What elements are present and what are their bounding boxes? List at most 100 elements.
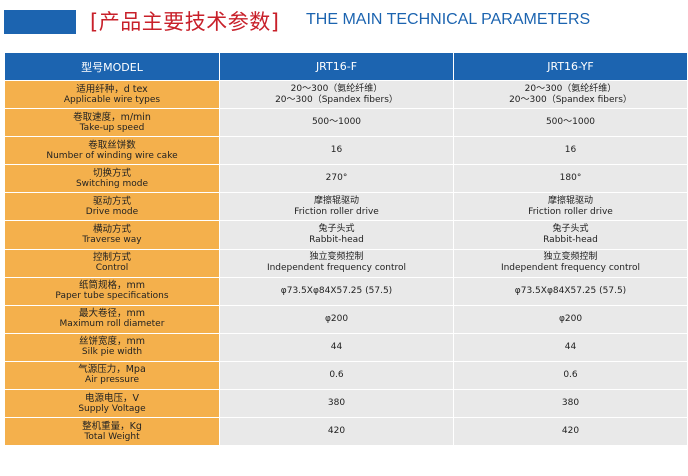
value-cell-jrt16-yf: 摩擦辊驱动 Friction roller drive bbox=[454, 193, 687, 221]
table-row: 适用纤种，d tex Applicable wire types 20～300（氨纶… bbox=[5, 81, 687, 109]
param-label-en: Paper tube specifications bbox=[55, 291, 169, 302]
param-label-cn: 横动方式 bbox=[92, 224, 131, 236]
value-cell-jrt16-yf: 500～1000 bbox=[454, 109, 687, 137]
value-line: 0.6 bbox=[329, 369, 344, 380]
value-cell-jrt16-yf: 44 bbox=[454, 333, 687, 361]
param-label-en: Drive mode bbox=[85, 206, 139, 217]
value-cell-jrt16-yf: 380 bbox=[454, 390, 687, 418]
param-label-en: Control bbox=[95, 263, 129, 274]
value-line: 16 bbox=[564, 145, 577, 156]
param-label-cn: 卷取丝饼数 bbox=[88, 139, 136, 151]
value-cell-jrt16-yf: φ200 bbox=[454, 305, 687, 333]
value-line: Rabbit-head bbox=[309, 235, 364, 246]
title-chinese: [产品主要技术参数] bbox=[90, 10, 280, 34]
param-label-en: Maximum roll diameter bbox=[59, 319, 165, 330]
param-label-en: Air pressure bbox=[84, 375, 140, 386]
value-cell-jrt16-yf: 0.6 bbox=[454, 361, 687, 390]
value-line: 20～300（Spandex fibers） bbox=[509, 94, 632, 105]
param-label-en: Number of winding wire cake bbox=[46, 150, 178, 161]
table-row: 电源电压，V Supply Voltage 380 380 bbox=[5, 390, 687, 418]
value-line: φ73.5Xφ84X57.25 (57.5) bbox=[514, 285, 627, 296]
value-cell-jrt16-f: 44 bbox=[220, 333, 453, 361]
param-label-cell: 适用纤种，d tex Applicable wire types bbox=[5, 81, 219, 109]
value-cell-jrt16-yf: 20～300（氨纶纤维） 20～300（Spandex fibers） bbox=[454, 81, 687, 109]
value-cell-jrt16-f: 摩擦辊驱动 Friction roller drive bbox=[220, 193, 453, 221]
value-line: Friction roller drive bbox=[528, 206, 613, 217]
value-cell-jrt16-f: 20～300（氨纶纤维） 20～300（Spandex fibers） bbox=[220, 81, 453, 109]
value-line: 420 bbox=[327, 426, 346, 437]
value-cell-jrt16-f: 0.6 bbox=[220, 361, 453, 390]
param-label-cell: 纸筒规格，mm Paper tube specifications bbox=[5, 277, 219, 305]
value-line: 270° bbox=[325, 173, 348, 184]
param-label-en: Supply Voltage bbox=[78, 403, 146, 414]
value-cell-jrt16-yf: 16 bbox=[454, 137, 687, 165]
value-line: 独立变频控制 bbox=[543, 252, 598, 263]
table-row: 卷取速度，m/min Take-up speed 500～1000 500～1000 bbox=[5, 109, 687, 137]
value-cell-jrt16-f: 16 bbox=[220, 137, 453, 165]
param-label-en: Applicable wire types bbox=[63, 94, 161, 105]
value-line: 0.6 bbox=[563, 369, 578, 380]
param-label-cn: 丝饼宽度，mm bbox=[78, 336, 145, 348]
table-row: 卷取丝饼数 Number of winding wire cake 16 16 bbox=[5, 137, 687, 165]
param-label-en: Take-up speed bbox=[79, 122, 145, 133]
table-row: 纸筒规格，mm Paper tube specifications φ73.5Xφ8… bbox=[5, 277, 687, 305]
param-label-cn: 适用纤种，d tex bbox=[76, 83, 148, 95]
table-row: 横动方式 Traverse way 兔子头式 Rabbit-head 兔子头式 Rabbi… bbox=[5, 221, 687, 249]
value-line: 独立变频控制 bbox=[309, 252, 364, 263]
param-label-cell: 卷取丝饼数 Number of winding wire cake bbox=[5, 137, 219, 165]
value-line: Rabbit-head bbox=[543, 235, 598, 246]
value-cell-jrt16-f: 500～1000 bbox=[220, 109, 453, 137]
param-label-cell: 电源电压，V Supply Voltage bbox=[5, 390, 219, 418]
value-line: 20～300（Spandex fibers） bbox=[275, 94, 398, 105]
param-label-cell: 驱动方式 Drive mode bbox=[5, 193, 219, 221]
table-row: 整机重量，Kg Total Weight 420 420 bbox=[5, 418, 687, 446]
table-header-row: 型号MODEL JRT16-F JRT16-YF bbox=[5, 53, 687, 80]
param-label-cn: 纸筒规格，mm bbox=[78, 280, 145, 292]
param-label-cell: 控制方式 Control bbox=[5, 249, 219, 277]
table-row: 驱动方式 Drive mode 摩擦辊驱动 Friction roller drive… bbox=[5, 193, 687, 221]
value-cell-jrt16-yf: 兔子头式 Rabbit-head bbox=[454, 221, 687, 249]
title-english: THE MAIN TECHNICAL PARAMETERS bbox=[306, 11, 591, 28]
param-label-cn: 切换方式 bbox=[92, 167, 131, 179]
value-line: 500～1000 bbox=[545, 117, 596, 128]
param-label-cell: 整机重量，Kg Total Weight bbox=[5, 418, 219, 446]
param-label-cell: 切换方式 Switching mode bbox=[5, 165, 219, 193]
param-label-cell: 卷取速度，m/min Take-up speed bbox=[5, 109, 219, 137]
value-cell-jrt16-f: 兔子头式 Rabbit-head bbox=[220, 221, 453, 249]
param-label-cn: 卷取速度，m/min bbox=[73, 111, 151, 123]
param-label-cn: 控制方式 bbox=[92, 252, 131, 264]
param-label-cn: 气源压力，Mpa bbox=[78, 364, 146, 376]
param-label-cell: 气源压力，Mpa Air pressure bbox=[5, 361, 219, 390]
param-label-en: Traverse way bbox=[82, 235, 142, 246]
value-cell-jrt16-f: φ73.5Xφ84X57.25 (57.5) bbox=[220, 277, 453, 305]
value-line: 16 bbox=[330, 145, 343, 156]
value-line: Independent frequency control bbox=[500, 263, 641, 274]
column-header-jrt16-f: JRT16-F bbox=[220, 53, 453, 80]
value-line: 兔子头式 bbox=[318, 224, 355, 235]
param-label-cn: 驱动方式 bbox=[92, 195, 131, 207]
table-row: 气源压力，Mpa Air pressure 0.6 0.6 bbox=[5, 361, 687, 390]
param-label-en: Silk pie width bbox=[81, 347, 143, 358]
param-label-cn: 整机重量，Kg bbox=[82, 420, 142, 432]
value-line: 20～300（氨纶纤维） bbox=[290, 83, 383, 94]
value-line: 380 bbox=[561, 398, 580, 409]
value-line: 兔子头式 bbox=[552, 224, 589, 235]
value-cell-jrt16-f: φ200 bbox=[220, 305, 453, 333]
table-row: 最大卷径，mm Maximum roll diameter φ200 φ200 bbox=[5, 305, 687, 333]
param-label-cell: 丝饼宽度，mm Silk pie width bbox=[5, 333, 219, 361]
value-line: φ200 bbox=[558, 313, 583, 324]
value-line: 420 bbox=[561, 426, 580, 437]
value-line: φ200 bbox=[324, 313, 349, 324]
value-cell-jrt16-f: 独立变频控制 Independent frequency control bbox=[220, 249, 453, 277]
value-line: Friction roller drive bbox=[294, 206, 379, 217]
value-line: Independent frequency control bbox=[266, 263, 407, 274]
value-cell-jrt16-f: 380 bbox=[220, 390, 453, 418]
param-label-cn: 电源电压，V bbox=[85, 392, 139, 404]
value-cell-jrt16-f: 270° bbox=[220, 165, 453, 193]
table-row: 丝饼宽度，mm Silk pie width 44 44 bbox=[5, 333, 687, 361]
value-line: 380 bbox=[327, 398, 346, 409]
value-line: 500～1000 bbox=[311, 117, 362, 128]
value-cell-jrt16-yf: 独立变频控制 Independent frequency control bbox=[454, 249, 687, 277]
value-line: 摩擦辊驱动 bbox=[547, 195, 593, 206]
value-line: φ73.5Xφ84X57.25 (57.5) bbox=[280, 285, 393, 296]
